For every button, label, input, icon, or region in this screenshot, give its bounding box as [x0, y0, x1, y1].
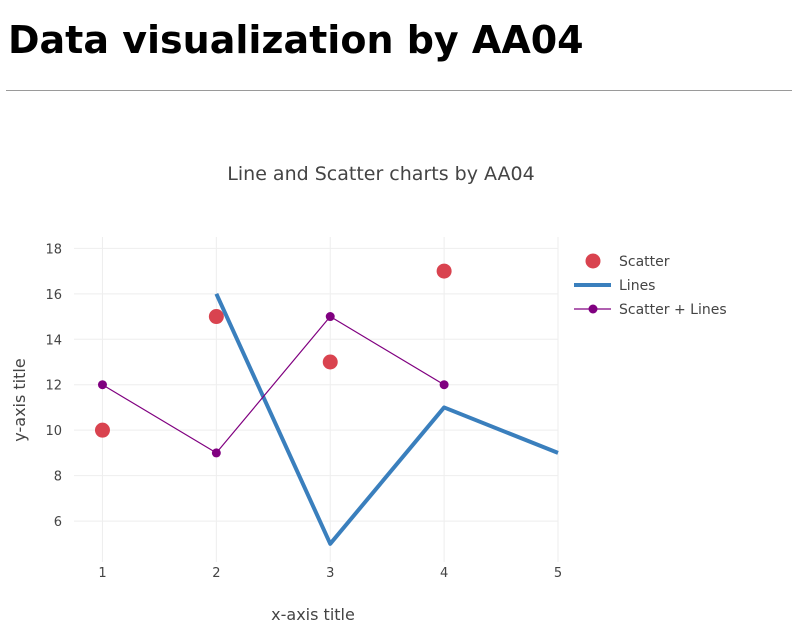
x-axis-title: x-axis title: [271, 605, 355, 624]
x-tick-label: 2: [212, 566, 220, 581]
legend-item[interactable]: Lines: [574, 278, 655, 294]
y-tick-label: 10: [45, 424, 62, 439]
y-tick-label: 18: [45, 242, 62, 257]
series-scatter-lines: [97, 312, 449, 458]
legend[interactable]: Scatter Lines Scatter + Lines: [574, 253, 727, 319]
series-line: [214, 292, 559, 546]
data-point: [325, 312, 335, 322]
y-tick-label: 6: [54, 515, 62, 530]
legend-marker: [588, 304, 598, 314]
legend-label: Scatter: [619, 254, 670, 270]
y-tick-label: 14: [45, 333, 62, 348]
data-point: [211, 448, 221, 458]
series-lines: [214, 292, 559, 546]
legend-marker: [585, 253, 601, 269]
series-layer: [94, 263, 559, 546]
data-point: [97, 380, 107, 390]
legend-item[interactable]: Scatter: [585, 253, 670, 271]
x-tick-label: 1: [98, 566, 106, 581]
legend-item[interactable]: Scatter + Lines: [574, 302, 727, 318]
chart-title: Line and Scatter charts by AA04: [227, 163, 534, 185]
y-tick-label: 8: [54, 470, 62, 485]
x-tick-label: 4: [440, 566, 448, 581]
horizontal-rule: [6, 90, 792, 91]
data-point: [208, 309, 224, 325]
data-point: [94, 422, 110, 438]
y-tick-label: 12: [45, 379, 62, 394]
page-heading: Data visualization by AA04: [8, 18, 584, 62]
legend-label: Lines: [619, 278, 655, 294]
y-tick-label: 16: [45, 288, 62, 303]
x-tick-label: 5: [554, 566, 562, 581]
legend-label: Scatter + Lines: [619, 302, 727, 318]
grid-lines: [74, 237, 559, 562]
y-axis-title: y-axis title: [10, 358, 29, 441]
data-point: [439, 380, 449, 390]
series-scatter: [94, 263, 452, 438]
data-point: [322, 354, 338, 370]
line-scatter-chart: Line and Scatter charts by AA04 1 2 3 4 5681…: [10, 163, 727, 624]
x-tick-label: 3: [326, 566, 334, 581]
data-point: [436, 263, 452, 279]
series-line: [102, 315, 445, 454]
